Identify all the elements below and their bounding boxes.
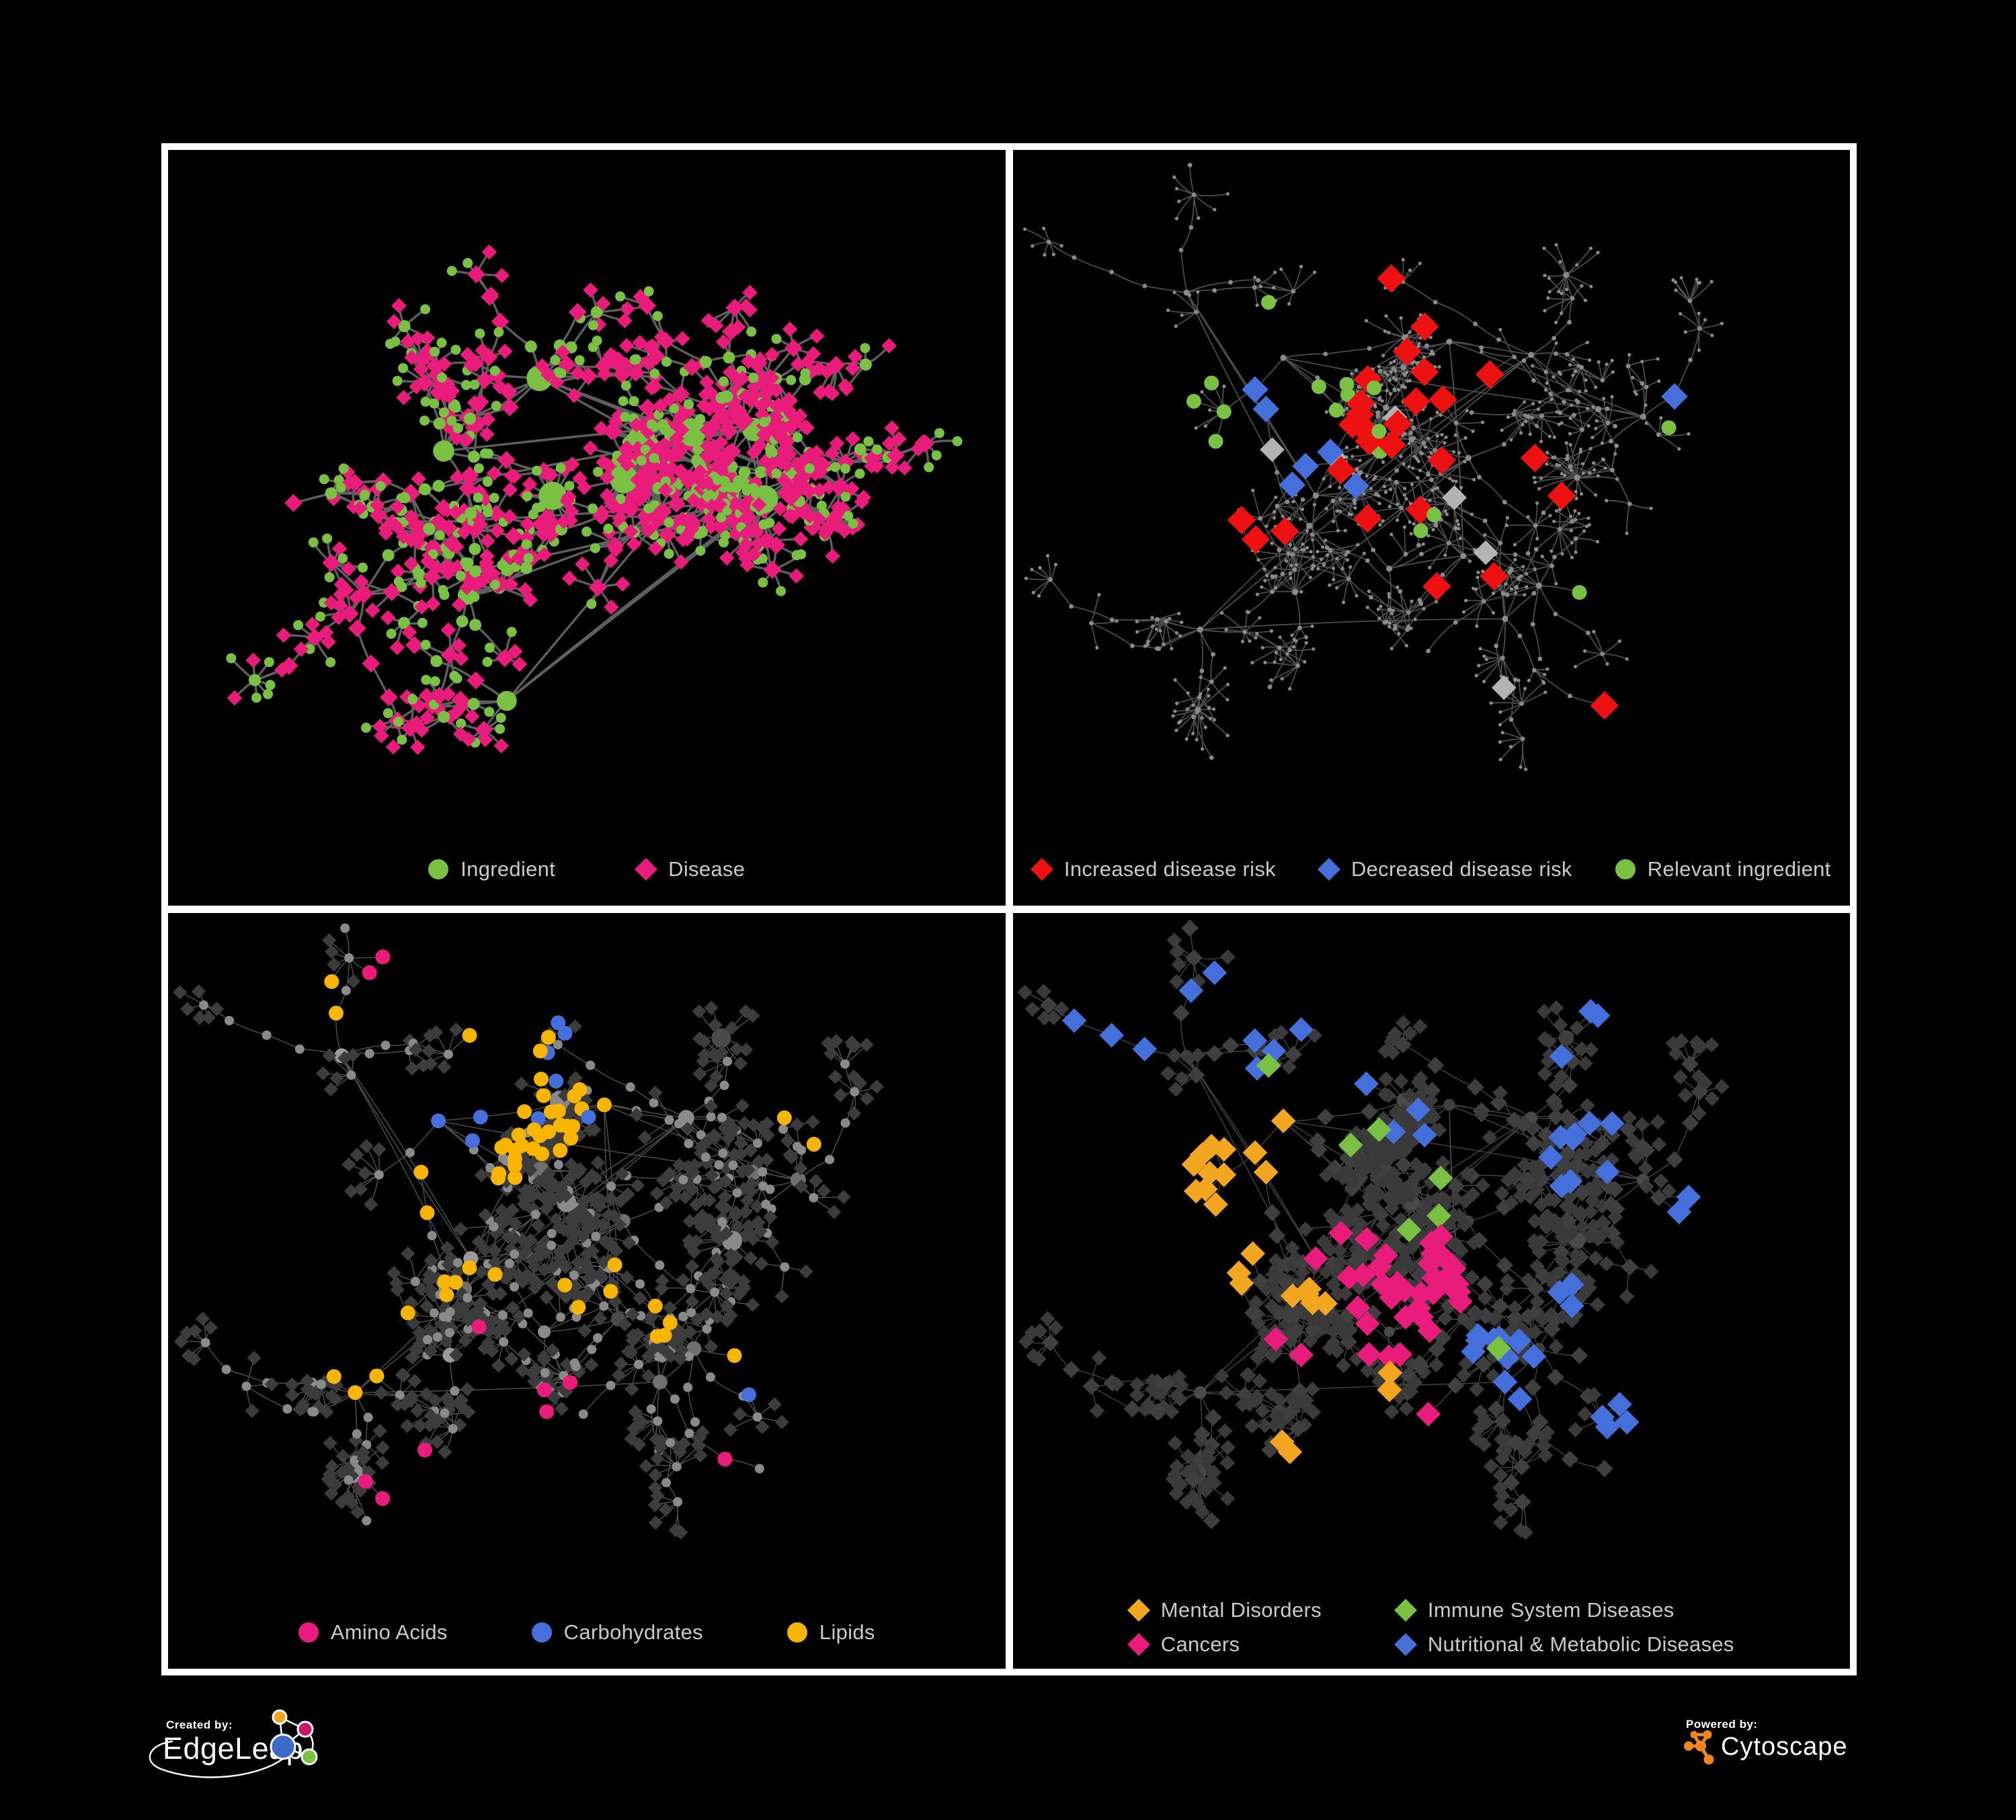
panel-ingredient-disease: Ingredient Disease (168, 150, 1006, 906)
legend-item: Mental Disorders (1127, 1598, 1322, 1622)
powered-by-label: Powered by: (1686, 1718, 1758, 1731)
diamond-swatch-icon (1127, 1633, 1150, 1656)
cytoscape-lockup: Powered by: Cytoscape (1684, 1718, 1848, 1765)
legend-label: Cancers (1160, 1632, 1240, 1656)
legend-item: Lipids (787, 1620, 875, 1645)
legend-metabolite-classes: Amino Acids Carbohydrates Lipids (168, 1620, 1006, 1645)
edgeleap-logo-icon (149, 1709, 318, 1778)
edgeleap-lockup: Created by: EdgeLeap (149, 1709, 318, 1778)
panel-disease-risk: Increased disease risk Decreased disease … (1012, 150, 1851, 906)
created-by-label: Created by: (166, 1718, 233, 1731)
legend-item: Amino Acids (298, 1620, 448, 1645)
legend-item: Nutritional & Metabolic Diseases (1394, 1632, 1734, 1657)
legend-label: Immune System Diseases (1427, 1598, 1675, 1622)
diamond-swatch-icon (1317, 858, 1340, 881)
legend-item: Relevant ingredient (1615, 857, 1831, 881)
metabolite-classes-network (172, 923, 884, 1540)
legend-ingredient-disease: Ingredient Disease (168, 857, 1006, 881)
legend-label: Carbohydrates (563, 1620, 703, 1644)
diamond-swatch-icon (1030, 858, 1053, 881)
circle-swatch-icon (428, 859, 449, 879)
legend-disease-classes: Mental Disorders Immune System Diseases Ca… (1013, 1598, 1851, 1657)
cytoscape-logo-icon (1684, 1730, 1714, 1765)
legend-label: Decreased disease risk (1350, 857, 1572, 881)
legend-label: Relevant ingredient (1647, 857, 1831, 881)
circle-swatch-icon (787, 1622, 807, 1643)
legend-label: Ingredient (460, 857, 556, 881)
legend-label: Lipids (819, 1620, 875, 1644)
edgeleap-node-blue (270, 1733, 296, 1760)
legend-item: Disease (635, 857, 745, 881)
diamond-swatch-icon (1127, 1599, 1150, 1622)
legend-label: Nutritional & Metabolic Diseases (1427, 1632, 1734, 1656)
disease-risk-network (1022, 163, 1724, 771)
diamond-swatch-icon (1394, 1633, 1417, 1656)
legend-item: Carbohydrates (531, 1620, 703, 1645)
edgeleap-node-orange (272, 1709, 288, 1725)
legend-item: Decreased disease risk (1317, 857, 1572, 881)
legend-label: Disease (668, 857, 745, 881)
legend-item: Immune System Diseases (1394, 1598, 1734, 1622)
cytoscape-brand-text: Cytoscape (1721, 1733, 1848, 1761)
panel-disease-classes: Mental Disorders Immune System Diseases Ca… (1012, 913, 1851, 1669)
legend-item: Ingredient (428, 857, 555, 881)
legend-label: Increased disease risk (1063, 857, 1276, 881)
circle-swatch-icon (298, 1622, 319, 1643)
disease-classes-network (1016, 919, 1730, 1540)
legend-item: Cancers (1127, 1632, 1322, 1657)
edgeleap-node-pink (296, 1720, 314, 1738)
legend-item: Increased disease risk (1030, 857, 1276, 881)
panel-metabolite-classes: Amino Acids Carbohydrates Lipids (168, 913, 1006, 1669)
edgeleap-node-green (300, 1748, 318, 1766)
ingredient-disease-network (226, 244, 963, 755)
legend-label: Mental Disorders (1160, 1598, 1322, 1622)
legend-disease-risk: Increased disease risk Decreased disease … (1013, 857, 1851, 881)
legend-label: Amino Acids (330, 1620, 448, 1644)
circle-swatch-icon (1615, 859, 1636, 879)
circle-swatch-icon (531, 1622, 552, 1643)
diamond-swatch-icon (1394, 1599, 1417, 1622)
diamond-swatch-icon (635, 858, 658, 881)
figure-grid: Ingredient Disease Increased disease risk… (161, 143, 1857, 1675)
